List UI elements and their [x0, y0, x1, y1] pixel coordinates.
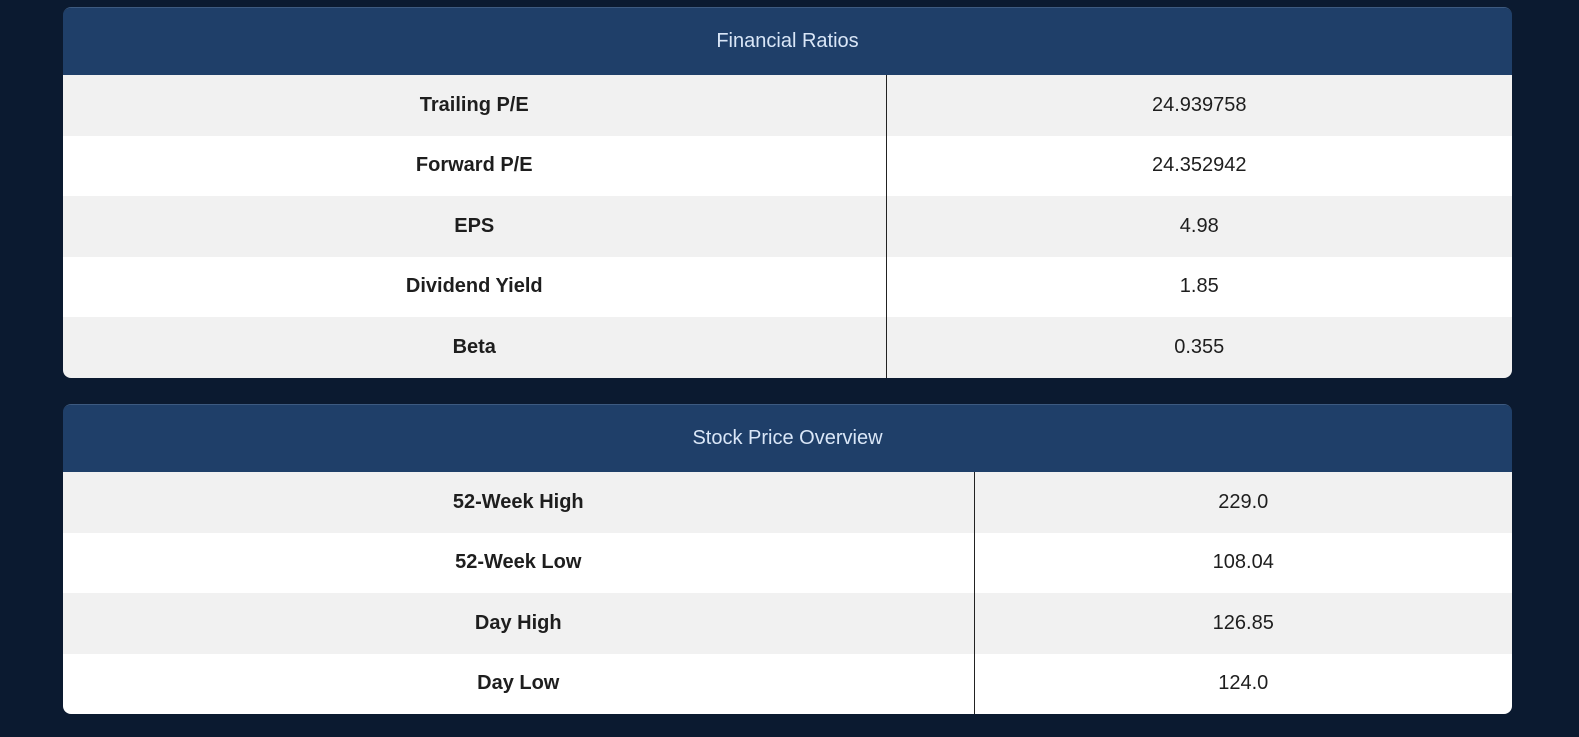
row-label: EPS: [63, 196, 887, 257]
table-row: Forward P/E 24.352942: [63, 135, 1512, 196]
row-value: 24.939758: [886, 75, 1512, 136]
stock-price-overview-table: 52-Week High 229.0 52-Week Low 108.04 Da…: [63, 472, 1512, 714]
financial-ratios-title: Financial Ratios: [63, 8, 1512, 75]
row-label: Trailing P/E: [63, 75, 887, 136]
row-value: 108.04: [974, 532, 1512, 593]
row-value: 124.0: [974, 653, 1512, 714]
table-row: Beta 0.355: [63, 317, 1512, 378]
row-label: Beta: [63, 317, 887, 378]
stock-price-overview-panel: Stock Price Overview 52-Week High 229.0 …: [63, 404, 1512, 714]
row-value: 24.352942: [886, 135, 1512, 196]
stock-price-overview-title: Stock Price Overview: [63, 405, 1512, 472]
row-label: Day High: [63, 593, 975, 654]
financial-ratios-panel: Financial Ratios Trailing P/E 24.939758 …: [63, 7, 1512, 378]
row-value: 1.85: [886, 256, 1512, 317]
financial-ratios-table: Trailing P/E 24.939758 Forward P/E 24.35…: [63, 75, 1512, 378]
row-label: 52-Week Low: [63, 532, 975, 593]
row-value: 229.0: [974, 472, 1512, 533]
table-row: Dividend Yield 1.85: [63, 256, 1512, 317]
row-label: Day Low: [63, 653, 975, 714]
row-label: Dividend Yield: [63, 256, 887, 317]
table-row: EPS 4.98: [63, 196, 1512, 257]
table-row: 52-Week Low 108.04: [63, 532, 1512, 593]
table-row: Day Low 124.0: [63, 653, 1512, 714]
row-value: 126.85: [974, 593, 1512, 654]
row-label: 52-Week High: [63, 472, 975, 533]
table-row: 52-Week High 229.0: [63, 472, 1512, 533]
row-value: 4.98: [886, 196, 1512, 257]
row-label: Forward P/E: [63, 135, 887, 196]
row-value: 0.355: [886, 317, 1512, 378]
table-row: Day High 126.85: [63, 593, 1512, 654]
table-row: Trailing P/E 24.939758: [63, 75, 1512, 136]
